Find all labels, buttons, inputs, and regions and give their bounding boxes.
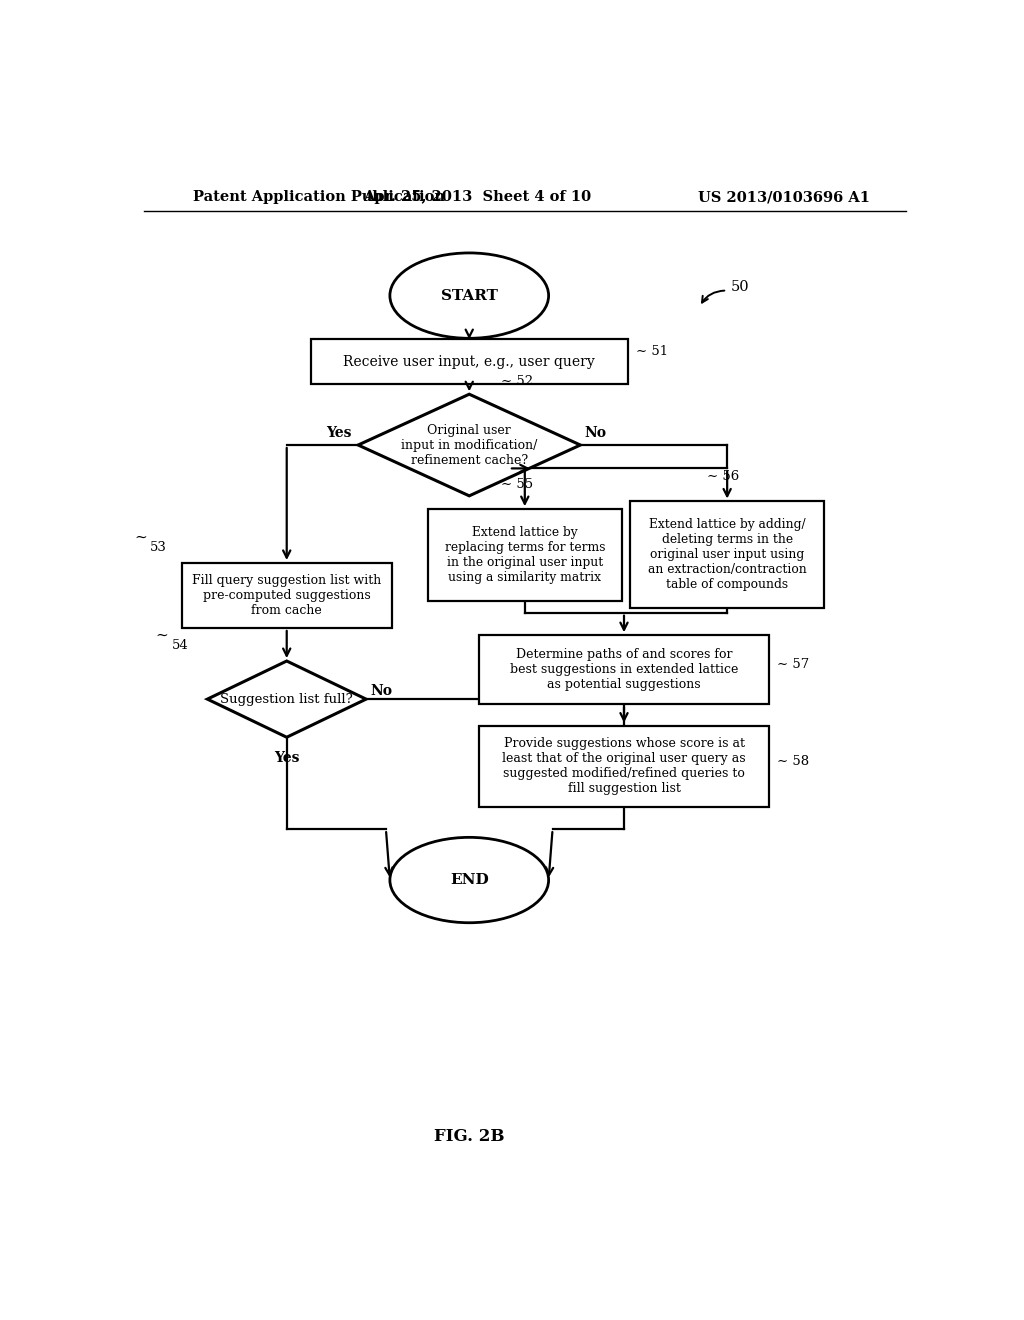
Text: US 2013/0103696 A1: US 2013/0103696 A1 [698, 190, 870, 205]
Text: Fill query suggestion list with
pre-computed suggestions
from cache: Fill query suggestion list with pre-comp… [193, 574, 381, 616]
Text: ∼ 51: ∼ 51 [636, 345, 668, 358]
Text: No: No [370, 684, 392, 698]
Text: Provide suggestions whose score is at
least that of the original user query as
s: Provide suggestions whose score is at le… [502, 737, 745, 795]
Text: ∼: ∼ [156, 628, 169, 643]
Text: Suggestion list full?: Suggestion list full? [220, 693, 353, 706]
Text: Apr. 25, 2013  Sheet 4 of 10: Apr. 25, 2013 Sheet 4 of 10 [364, 190, 591, 205]
Text: ∼ 57: ∼ 57 [777, 659, 809, 671]
FancyBboxPatch shape [428, 510, 622, 601]
Ellipse shape [390, 837, 549, 923]
FancyBboxPatch shape [310, 339, 628, 384]
FancyBboxPatch shape [181, 562, 392, 628]
Text: ∼ 52: ∼ 52 [501, 375, 534, 388]
Text: ∼ 55: ∼ 55 [501, 478, 532, 491]
Text: 54: 54 [172, 639, 188, 652]
FancyBboxPatch shape [479, 635, 769, 704]
FancyBboxPatch shape [630, 502, 824, 609]
Text: ∼: ∼ [134, 531, 146, 545]
Text: Extend lattice by
replacing terms for terms
in the original user input
using a s: Extend lattice by replacing terms for te… [444, 525, 605, 583]
Text: FIG. 2B: FIG. 2B [434, 1127, 505, 1144]
Text: Original user
input in modification/
refinement cache?: Original user input in modification/ ref… [401, 424, 538, 466]
Text: Receive user input, e.g., user query: Receive user input, e.g., user query [343, 355, 595, 368]
Text: Yes: Yes [327, 426, 352, 440]
Text: Extend lattice by adding/
deleting terms in the
original user input using
an ext: Extend lattice by adding/ deleting terms… [648, 519, 807, 591]
Text: No: No [585, 426, 606, 440]
Ellipse shape [390, 253, 549, 338]
Text: 50: 50 [731, 280, 750, 294]
Polygon shape [207, 661, 367, 738]
Text: START: START [440, 289, 498, 302]
Text: END: END [450, 873, 488, 887]
Text: Patent Application Publication: Patent Application Publication [194, 190, 445, 205]
Text: 53: 53 [150, 541, 167, 554]
Text: Yes: Yes [274, 751, 299, 766]
Text: ∼ 58: ∼ 58 [777, 755, 809, 768]
Polygon shape [358, 395, 581, 496]
Text: Determine paths of and scores for
best suggestions in extended lattice
as potent: Determine paths of and scores for best s… [510, 648, 738, 692]
Text: ∼ 56: ∼ 56 [708, 470, 739, 483]
FancyBboxPatch shape [479, 726, 769, 807]
